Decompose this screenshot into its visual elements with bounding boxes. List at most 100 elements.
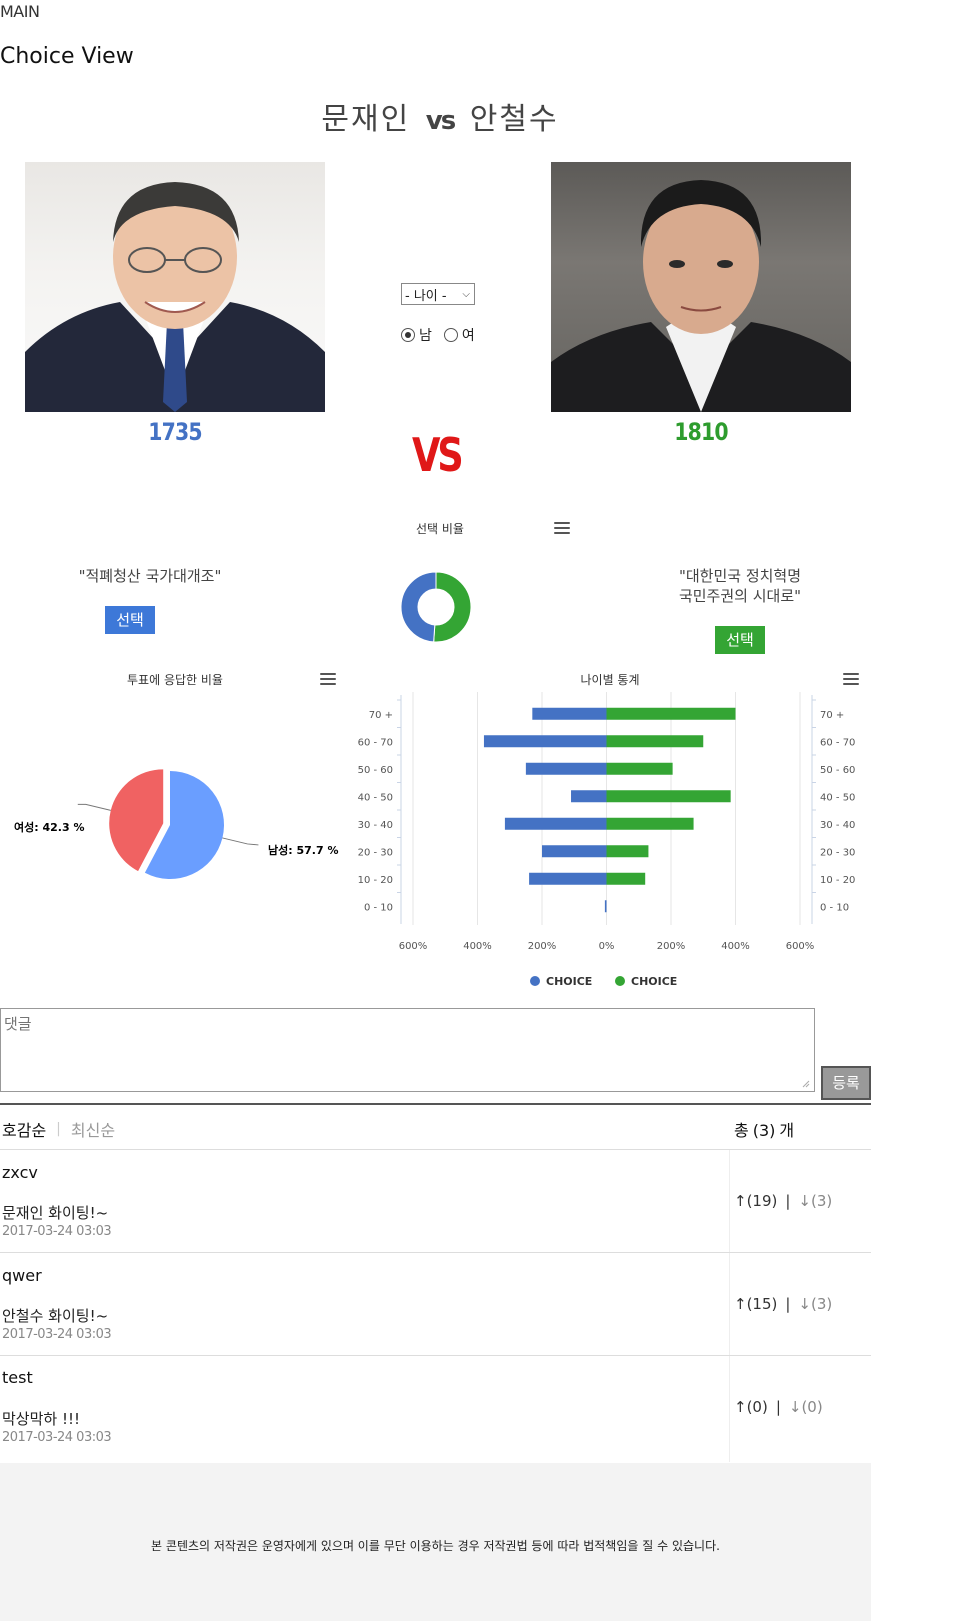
y-tick-label-left: 20 - 30	[358, 847, 393, 858]
comment-text: 막상막하 !!!	[2, 1410, 81, 1428]
comment-input[interactable]	[0, 1008, 815, 1092]
legend-label[interactable]: CHOICE	[546, 975, 592, 988]
x-tick-label: 400%	[463, 941, 492, 952]
age-bar-chart: 600% 400% 200% 0% 200% 400% 600% 70 + 70 + 60 - 7…	[358, 692, 855, 988]
age-chart-menu-icon[interactable]	[843, 673, 859, 685]
comment-user: qwer	[2, 1266, 42, 1285]
right-slogan-line1: "대한민국 정치혁명	[678, 567, 802, 585]
bar-left-series	[571, 790, 607, 803]
bar-right-series	[606, 762, 673, 775]
bar-left-series	[525, 762, 607, 775]
left-candidate-photo	[25, 162, 325, 412]
y-tick-label-right: 0 - 10	[820, 902, 849, 913]
selection-ratio-donut	[400, 571, 472, 643]
bar-right-series	[606, 735, 704, 748]
footer	[0, 1463, 871, 1621]
comment-votes: ↑(19) | ↓(3)	[734, 1192, 832, 1210]
pie-connector-male	[222, 837, 259, 846]
comment-text: 문재인 화이팅!~	[2, 1204, 109, 1222]
upvote-button[interactable]: ↑(19)	[734, 1192, 778, 1210]
y-tick-label-right: 30 - 40	[820, 820, 855, 831]
y-tick-label-right: 40 - 50	[820, 792, 855, 803]
row-divider	[0, 1355, 871, 1356]
left-slogan: "적폐청산 국가대개조"	[78, 567, 222, 585]
footer-copyright: 본 콘텐츠의 저작권은 운영자에게 있으며 이를 무단 이용하는 경우 저작권법…	[151, 1539, 720, 1553]
x-tick-label: 600%	[786, 941, 815, 952]
total-prefix: 총	[734, 1121, 749, 1140]
comment-date: 2017-03-24 03:03	[2, 1224, 112, 1239]
sort-tabs: 호감순 | 최신순	[2, 1117, 115, 1141]
chevron-down-icon: ⌵	[462, 288, 470, 300]
comment-date: 2017-03-24 03:03	[2, 1327, 112, 1342]
comment-user: test	[2, 1368, 33, 1387]
downvote-button[interactable]: ↓(0)	[788, 1398, 823, 1416]
comment-user: zxcv	[2, 1163, 38, 1182]
bar-right-series	[606, 707, 736, 720]
right-slogan: "대한민국 정치혁명 국민주권의 시대로"	[620, 566, 860, 606]
donut-slice-right	[433, 571, 472, 643]
right-vote-count: 1810	[674, 418, 728, 446]
vote-separator: |	[785, 1192, 791, 1210]
gender-label-female: 여	[461, 328, 475, 344]
comment-votes: ↑(0) | ↓(0)	[734, 1398, 823, 1416]
upvote-button[interactable]: ↑(15)	[734, 1295, 778, 1313]
legend-marker	[615, 976, 625, 986]
bar-left-series	[604, 900, 607, 913]
total-number: (3)	[752, 1121, 776, 1140]
bar-right-series	[606, 790, 731, 803]
legend-marker	[530, 976, 540, 986]
x-tick-label: 400%	[721, 941, 750, 952]
choose-right-button[interactable]: 선택	[715, 626, 765, 654]
total-comment-count: 총 (3) 개	[734, 1117, 794, 1141]
matchup-title: 문재인 vs 안철수	[0, 94, 880, 138]
pie-slice-female	[109, 769, 164, 872]
comment-votes: ↑(15) | ↓(3)	[734, 1295, 832, 1313]
gender-label-male: 남	[419, 328, 432, 344]
response-pie-chart: 남성: 57.7 % 여성: 42.3 %	[14, 769, 338, 879]
left-vote-count: 1735	[148, 418, 202, 446]
matchup-vs-label: vs	[425, 106, 456, 136]
comment-date: 2017-03-24 03:03	[2, 1430, 112, 1445]
y-tick-label-right: 50 - 60	[820, 765, 855, 776]
total-suffix: 개	[779, 1121, 795, 1140]
response-chart-title: 투표에 응답한 비율	[127, 673, 223, 687]
y-tick-label-left: 10 - 20	[358, 875, 393, 886]
downvote-button[interactable]: ↓(3)	[798, 1295, 833, 1313]
comment-text: 안철수 화이팅!~	[2, 1307, 109, 1325]
vote-separator: |	[785, 1295, 791, 1313]
age-select[interactable]: - 나이 - ⌵	[401, 283, 475, 305]
pie-label-female: 여성: 42.3 %	[14, 820, 84, 834]
pie-label-male: 남성: 57.7 %	[268, 843, 338, 857]
y-tick-label-right: 10 - 20	[820, 875, 855, 886]
downvote-button[interactable]: ↓(3)	[798, 1192, 833, 1210]
comment-submit-button[interactable]: 등록	[821, 1066, 871, 1100]
upvote-button[interactable]: ↑(0)	[734, 1398, 768, 1416]
gender-radio-male[interactable]	[401, 328, 415, 342]
donut-slice-left	[400, 571, 437, 643]
ratio-chart-menu-icon[interactable]	[554, 522, 570, 534]
response-chart-menu-icon[interactable]	[320, 673, 336, 685]
y-tick-label-right: 60 - 70	[820, 737, 855, 748]
y-tick-label-left: 70 +	[369, 710, 393, 721]
column-divider	[729, 1253, 730, 1355]
sort-tab-latest[interactable]: 최신순	[70, 1121, 116, 1140]
column-divider	[729, 1150, 730, 1252]
gender-radio-female[interactable]	[443, 328, 458, 342]
choose-left-button[interactable]: 선택	[105, 606, 155, 634]
column-divider	[729, 1356, 730, 1462]
sort-tab-popular[interactable]: 호감순	[2, 1121, 47, 1140]
gender-radio-group: 남 여	[401, 325, 483, 345]
x-tick-label: 200%	[528, 941, 557, 952]
right-slogan-line2: 국민주권의 시대로"	[678, 587, 802, 605]
bar-left-series	[504, 817, 607, 830]
legend-label[interactable]: CHOICE	[631, 975, 677, 988]
bar-left-series	[483, 735, 607, 748]
bar-left-series	[532, 707, 607, 720]
x-tick-label: 0%	[599, 941, 615, 952]
y-tick-label-right: 70 +	[820, 710, 844, 721]
vote-separator: |	[775, 1398, 781, 1416]
pie-connector-female	[77, 803, 111, 811]
resize-grip-icon[interactable]	[800, 1078, 810, 1088]
pie-slice-male	[144, 771, 225, 879]
main-link[interactable]: MAIN	[0, 2, 40, 21]
